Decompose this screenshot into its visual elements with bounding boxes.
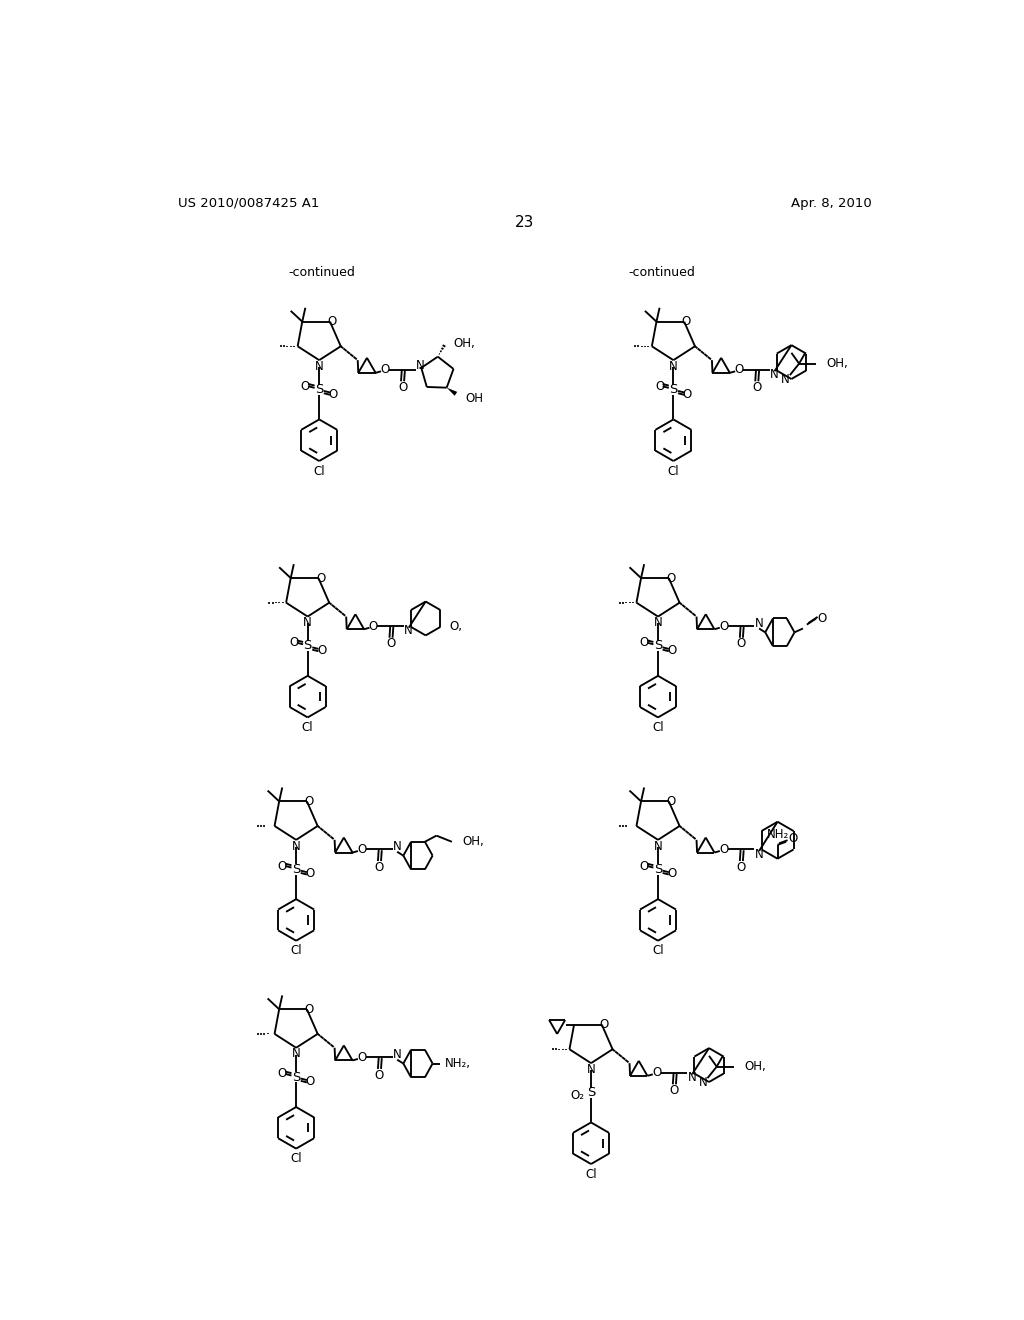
- Text: O: O: [668, 644, 677, 657]
- Text: N: N: [755, 847, 764, 861]
- Text: S: S: [653, 862, 663, 875]
- Text: O₂: O₂: [570, 1089, 584, 1102]
- Text: NH₂,: NH₂,: [444, 1057, 471, 1071]
- Text: O: O: [316, 644, 327, 657]
- Text: Cl: Cl: [652, 721, 664, 734]
- Text: O: O: [369, 619, 378, 632]
- Text: US 2010/0087425 A1: US 2010/0087425 A1: [178, 197, 319, 210]
- Text: O: O: [640, 636, 649, 649]
- Text: -continued: -continued: [629, 265, 695, 279]
- Text: N: N: [653, 840, 663, 853]
- Text: O: O: [289, 636, 298, 649]
- Text: O: O: [329, 388, 338, 400]
- Text: -continued: -continued: [288, 265, 355, 279]
- Text: N: N: [781, 372, 790, 385]
- Text: OH,: OH,: [744, 1060, 766, 1073]
- Text: Cl: Cl: [668, 465, 679, 478]
- Text: N: N: [587, 1063, 595, 1076]
- Text: NH₂: NH₂: [766, 828, 788, 841]
- Text: S: S: [315, 383, 324, 396]
- Text: N: N: [669, 360, 678, 372]
- Text: O: O: [305, 1074, 314, 1088]
- Text: S: S: [292, 862, 300, 875]
- Text: O: O: [817, 612, 826, 624]
- Text: Cl: Cl: [585, 1167, 597, 1180]
- Text: S: S: [670, 383, 678, 396]
- Text: O: O: [667, 572, 676, 585]
- Text: N: N: [404, 624, 413, 638]
- Text: Cl: Cl: [290, 944, 302, 957]
- Text: O: O: [640, 859, 649, 873]
- Text: O: O: [301, 380, 310, 393]
- Text: O: O: [736, 861, 746, 874]
- Text: N: N: [653, 616, 663, 630]
- Text: S: S: [303, 639, 312, 652]
- Text: S: S: [587, 1086, 595, 1100]
- Text: O: O: [788, 832, 798, 845]
- Text: 23: 23: [515, 215, 535, 230]
- Text: O: O: [670, 1084, 679, 1097]
- Text: O: O: [599, 1018, 608, 1031]
- Text: O: O: [753, 381, 762, 393]
- Text: S: S: [292, 1071, 300, 1084]
- Text: O: O: [357, 843, 367, 855]
- Text: O: O: [278, 859, 287, 873]
- Text: S: S: [653, 639, 663, 652]
- Text: O: O: [380, 363, 389, 376]
- Text: O: O: [734, 363, 743, 376]
- Text: O,: O,: [450, 620, 463, 634]
- Text: O: O: [328, 315, 337, 329]
- Text: OH: OH: [465, 392, 483, 405]
- Polygon shape: [446, 388, 457, 396]
- Text: N: N: [292, 840, 300, 853]
- Text: N: N: [292, 1047, 300, 1060]
- Text: Cl: Cl: [313, 465, 325, 478]
- Text: O: O: [668, 867, 677, 880]
- Text: O: O: [316, 572, 326, 585]
- Text: O: O: [375, 1069, 384, 1081]
- Text: O: O: [386, 638, 395, 651]
- Text: Apr. 8, 2010: Apr. 8, 2010: [791, 197, 871, 210]
- Text: N: N: [314, 360, 324, 372]
- Text: O: O: [305, 867, 314, 880]
- Text: O: O: [398, 381, 408, 393]
- Text: Cl: Cl: [290, 1152, 302, 1166]
- Text: O: O: [655, 380, 665, 393]
- Text: N: N: [770, 368, 779, 381]
- Text: N: N: [755, 616, 764, 630]
- Text: O: O: [357, 1051, 367, 1064]
- Text: N: N: [303, 616, 312, 630]
- Text: OH,: OH,: [454, 337, 475, 350]
- Text: O: O: [719, 843, 728, 855]
- Text: N: N: [393, 1048, 401, 1061]
- Text: Cl: Cl: [302, 721, 313, 734]
- Text: O: O: [682, 315, 691, 329]
- Text: O: O: [304, 795, 313, 808]
- Text: O: O: [652, 1067, 662, 1080]
- Text: O: O: [278, 1068, 287, 1081]
- Text: O: O: [375, 861, 384, 874]
- Text: O: O: [683, 388, 692, 400]
- Text: N: N: [688, 1071, 696, 1084]
- Text: N: N: [416, 359, 425, 372]
- Text: OH,: OH,: [826, 358, 849, 370]
- Text: O: O: [304, 1003, 313, 1016]
- Text: O: O: [719, 619, 728, 632]
- Text: O: O: [736, 638, 746, 651]
- Text: N: N: [698, 1076, 708, 1089]
- Text: O: O: [667, 795, 676, 808]
- Text: N: N: [393, 840, 401, 853]
- Text: Cl: Cl: [652, 944, 664, 957]
- Text: OH,: OH,: [463, 836, 484, 849]
